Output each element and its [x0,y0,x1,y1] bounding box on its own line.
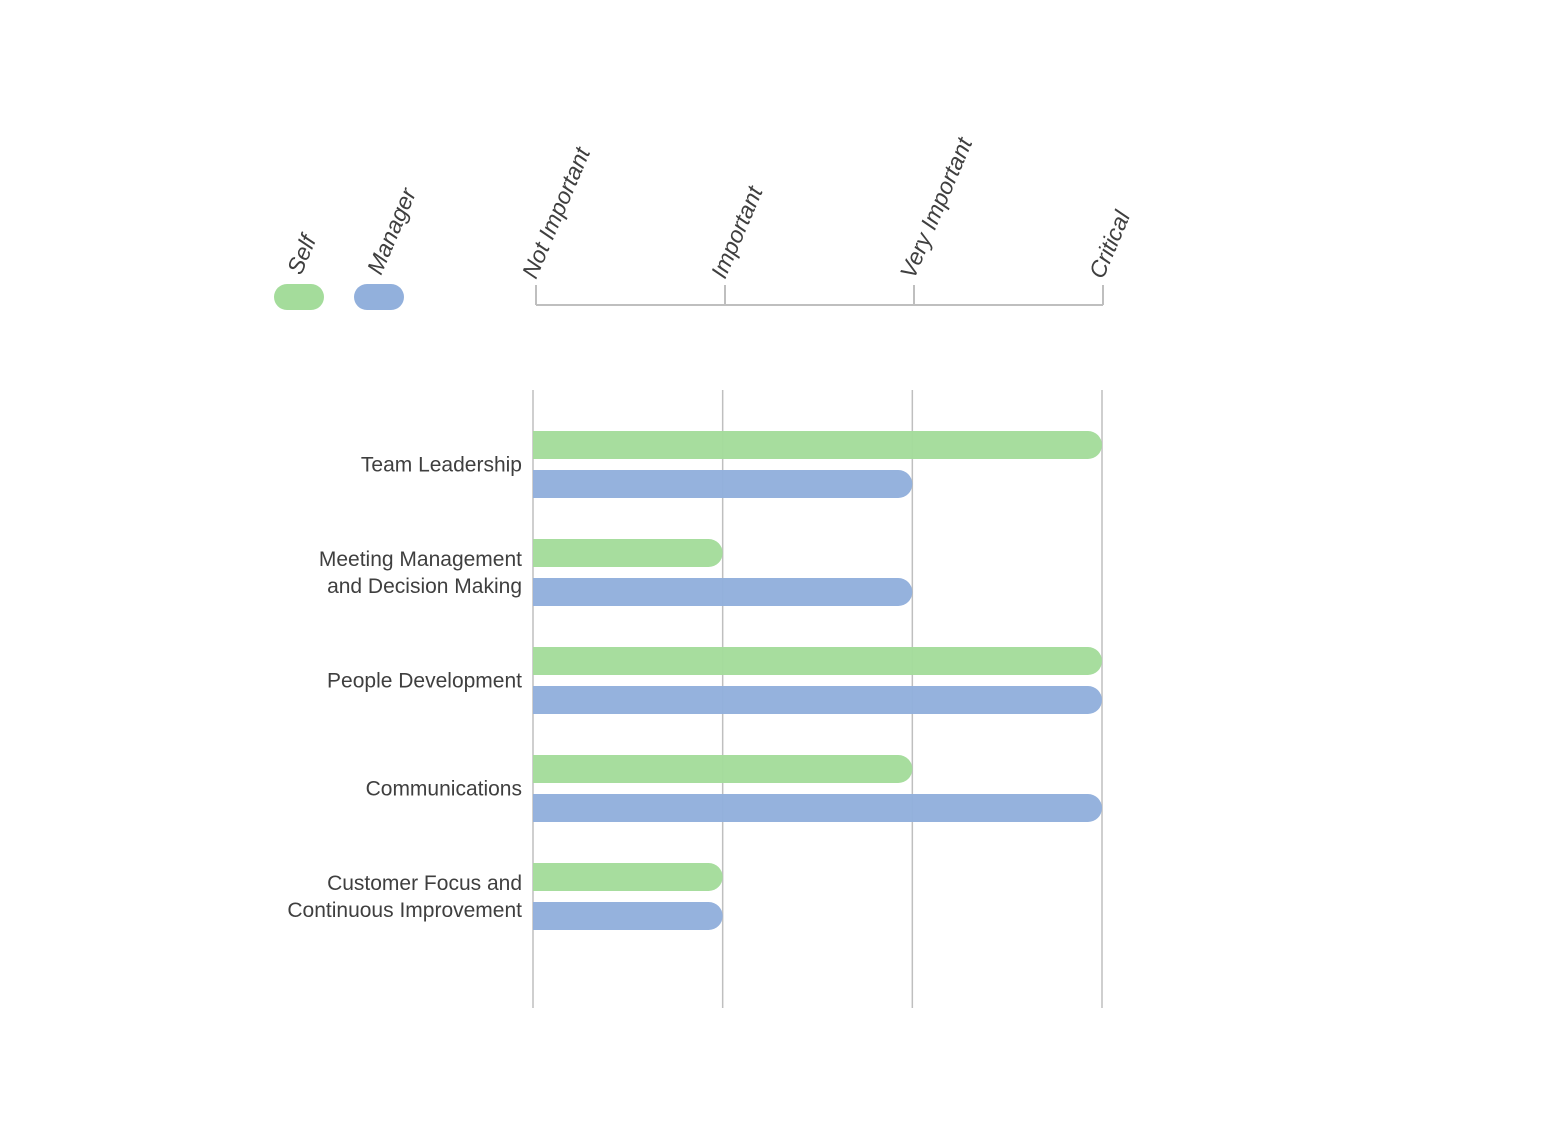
scale-tick-label: Not Important [517,142,596,282]
bar [533,470,913,498]
legend-swatch [354,284,404,310]
category-label: Continuous Improvement [287,899,522,922]
bar [533,794,1102,822]
category-label: Meeting Management [319,548,522,571]
bar [533,578,913,606]
scale-tick-label: Critical [1084,206,1136,282]
bar [533,863,723,891]
category-label: and Decision Making [327,575,522,598]
scale-tick-label: Important [706,181,769,282]
bar [533,539,723,567]
bar [533,431,1102,459]
category-label: People Development [327,670,522,693]
category-label: Customer Focus and [327,872,522,895]
scale-tick-label: Very Important [895,132,978,282]
bar [533,686,1102,714]
category-label: Communications [366,778,522,801]
bar [533,647,1102,675]
bar [533,902,723,930]
bar [533,755,913,783]
legend-swatch [274,284,324,310]
legend-label: Manager [362,183,422,278]
legend-label: Self [282,229,322,278]
category-label: Team Leadership [361,454,522,477]
